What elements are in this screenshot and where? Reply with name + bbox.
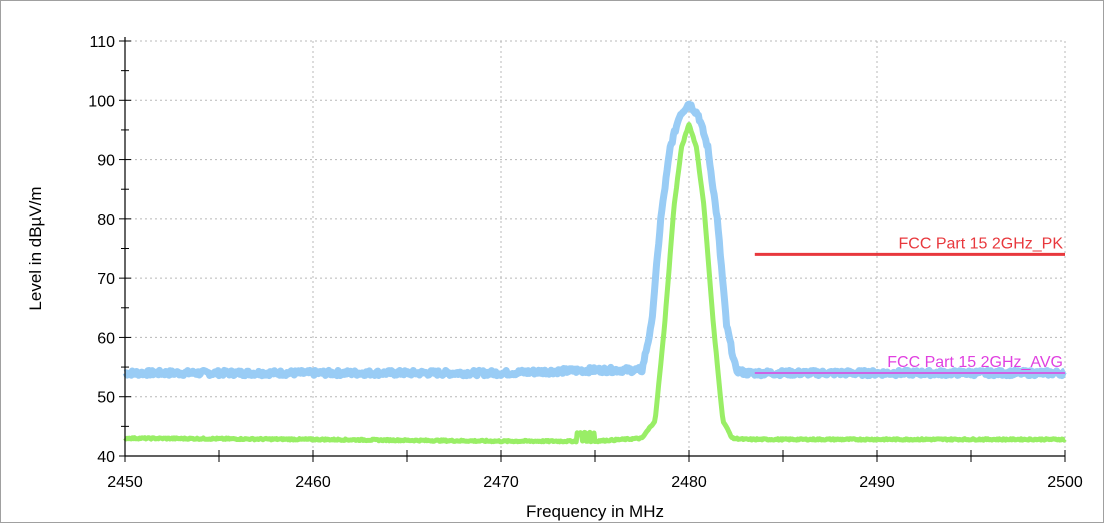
y-tick-label: 60 (97, 330, 115, 347)
axes: 40 50 60 70 80 90 100 110 2450 2460 2470 2480 2490 25… (88, 34, 1083, 491)
series-line-1 (122, 100, 1068, 380)
limit-label: FCC Part 15 2GHz_AVG (887, 354, 1063, 371)
y-tick-label: 80 (97, 212, 115, 229)
x-tick-label: 2460 (295, 474, 331, 491)
limit-layer: FCC Part 15 2GHz_PK FCC Part 15 2GHz_AVG (754, 235, 1065, 374)
x-tick-label: 2480 (671, 474, 707, 491)
x-tick-label: 2470 (483, 474, 519, 491)
x-tick-label: 2450 (107, 474, 143, 491)
grid (125, 40, 1066, 456)
y-tick-label: 100 (88, 93, 115, 110)
y-tick-label: 90 (97, 153, 115, 170)
y-tick-label: 50 (97, 390, 115, 407)
y-tick-label: 70 (97, 271, 115, 288)
limit-label: FCC Part 15 2GHz_PK (899, 235, 1064, 252)
y-axis-label: Level in dBµV/m (26, 186, 45, 310)
y-tick-label: 40 (97, 449, 115, 466)
x-axis-label: Frequency in MHz (526, 502, 664, 521)
series-layer (122, 100, 1068, 445)
x-tick-label: 2490 (859, 474, 895, 491)
y-tick-label: 110 (89, 34, 115, 51)
series-line-2 (123, 122, 1067, 445)
x-tick-label: 2500 (1047, 474, 1083, 491)
